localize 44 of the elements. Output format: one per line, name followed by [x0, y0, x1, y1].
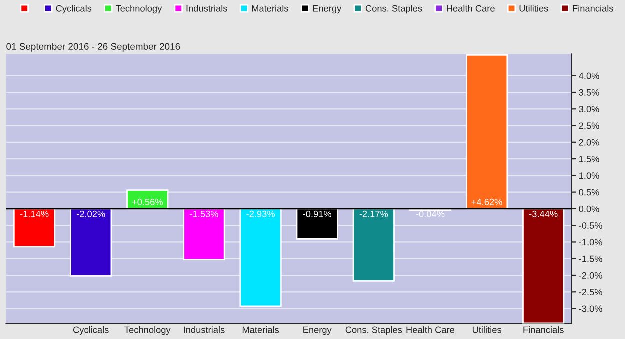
data-label: -3.44% — [529, 210, 558, 218]
y-tick-label: -1.5% — [579, 256, 602, 262]
legend-label: Energy — [313, 5, 342, 14]
data-label: -1.14% — [20, 210, 49, 218]
x-tick-label: Technology — [124, 326, 171, 336]
x-tick-label: Cyclicals — [73, 326, 109, 336]
data-label: -1.53% — [190, 210, 218, 218]
y-tick-label: -2.5% — [579, 289, 602, 296]
legend-label: Health Care — [447, 5, 495, 12]
data-label: -0.04% — [416, 210, 445, 218]
legend-label: Utilities — [520, 5, 548, 12]
legend-label: Technology — [116, 5, 162, 14]
x-tick-label: Financials — [524, 326, 564, 334]
y-tick-label: -3.0% — [579, 306, 602, 312]
data-label: -2.02% — [76, 210, 106, 218]
x-tick-label: Energy — [304, 326, 332, 336]
y-tick-label: 4.0% — [579, 72, 600, 80]
data-label: -2.93% — [246, 210, 275, 218]
x-tick-label: Health Care — [406, 326, 455, 334]
y-tick-label: 2.5% — [579, 122, 600, 130]
legend-label: Cons. Staples — [366, 5, 422, 14]
y-tick-label: 0.5% — [579, 189, 600, 196]
y-tick-label: 2.0% — [579, 139, 600, 146]
y-tick-label: 3.5% — [579, 89, 600, 96]
x-tick-label: Materials — [242, 326, 280, 334]
y-tick-label: 3.0% — [579, 106, 600, 113]
y-tick-label: 1.0% — [580, 172, 600, 180]
chart-subtitle: 01 September 2016 - 26 September 2016 — [6, 43, 180, 52]
x-tick-label: Utilities — [472, 326, 502, 334]
y-tick-label: 0.0% — [579, 206, 600, 212]
y-tick-label: -2.0% — [579, 272, 602, 279]
x-tick-label: Cons. Staples — [346, 326, 402, 336]
legend-label: Financials — [573, 5, 614, 12]
data-label: +0.56% — [132, 198, 164, 206]
data-label: -0.91% — [303, 210, 332, 218]
y-tick-label: -1.0% — [579, 239, 602, 246]
legend-label: Industrials — [186, 5, 228, 12]
data-label: +4.62% — [472, 198, 502, 206]
y-tick-label: -0.5% — [579, 222, 602, 230]
x-tick-label: Industrials — [184, 326, 225, 334]
legend-label: Cyclicals — [56, 5, 92, 14]
y-tick-label: 1.5% — [580, 156, 600, 162]
data-label: -2.17% — [360, 210, 388, 218]
legend-label: Materials — [252, 5, 288, 12]
